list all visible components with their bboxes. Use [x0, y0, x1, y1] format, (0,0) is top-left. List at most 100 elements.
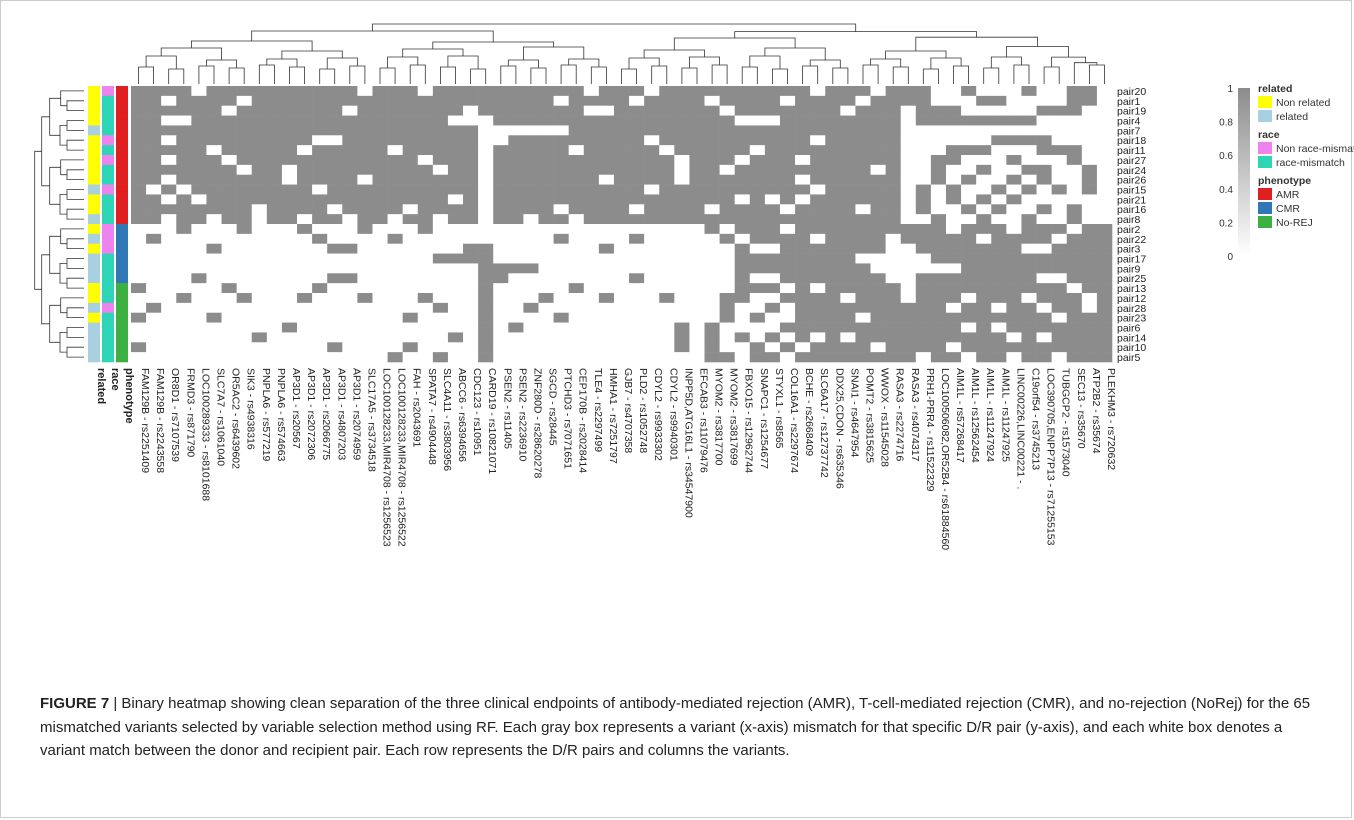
heatmap-cell [206, 125, 222, 136]
heatmap-cell [915, 164, 932, 176]
heatmap-cell [281, 322, 298, 333]
heatmap-cell [1081, 145, 1098, 156]
heatmap-cell [372, 105, 388, 116]
row-label: pair2 [1117, 224, 1141, 236]
heatmap-cell [221, 312, 237, 323]
heatmap-cell [795, 312, 811, 323]
heatmap-cell [176, 145, 192, 156]
heatmap-cell [206, 243, 222, 254]
heatmap-cell [810, 204, 826, 215]
heatmap-cell [493, 332, 509, 343]
heatmap-cell [493, 135, 509, 146]
heatmap-cell [991, 145, 1007, 156]
heatmap-cell [1021, 95, 1037, 107]
heatmap-cell [795, 293, 811, 304]
heatmap-cell [885, 174, 902, 185]
heatmap-cell [312, 342, 328, 353]
dendrogram-branch [66, 189, 84, 200]
heatmap-cell [900, 224, 917, 235]
heatmap-cell [734, 135, 751, 146]
heatmap-cell [206, 224, 222, 235]
heatmap-cell [236, 253, 253, 264]
heatmap-cell [1036, 263, 1052, 274]
heatmap-cell [598, 243, 615, 254]
heatmap-cell [825, 105, 841, 116]
heatmap-cell [855, 263, 871, 274]
heatmap-cell [146, 214, 162, 225]
annotation-cell-related [88, 332, 100, 343]
heatmap-cell [1021, 322, 1037, 333]
heatmap-cell [447, 174, 464, 185]
dendrogram-branch [764, 47, 826, 60]
heatmap-cell [538, 233, 554, 245]
heatmap-cell [976, 273, 992, 284]
heatmap-cell [976, 322, 992, 333]
heatmap-cell [146, 293, 162, 304]
heatmap-cell [161, 233, 177, 245]
heatmap-cell [915, 115, 932, 126]
column-labels: FAM129B - rs2251409 FAM129B - rs2243558 OR… [139, 368, 1117, 550]
heatmap-cell [930, 293, 947, 304]
heatmap-cell [583, 332, 600, 343]
heatmap-cell [327, 224, 343, 235]
heatmap-cell [689, 184, 705, 195]
heatmap-cell [1051, 253, 1068, 264]
heatmap-cell [568, 174, 585, 185]
heatmap-cell [764, 174, 781, 185]
heatmap-cell [598, 263, 615, 274]
heatmap-cell [538, 125, 554, 136]
heatmap-cell [900, 145, 917, 156]
dendrogram-branch [66, 327, 84, 338]
heatmap-cell [1021, 115, 1037, 126]
heatmap-cell [372, 342, 388, 353]
heatmap-cell [719, 263, 735, 274]
heatmap-cell [764, 332, 781, 343]
heatmap-cell [613, 135, 630, 146]
heatmap-cell [161, 253, 177, 264]
heatmap-cell [372, 283, 388, 294]
heatmap-cell [1096, 125, 1113, 136]
heatmap-cell [598, 145, 615, 156]
heatmap-cell [191, 174, 207, 185]
heatmap-cell [1096, 135, 1113, 146]
heatmap-cell [598, 115, 615, 126]
heatmap-cell [764, 253, 781, 264]
heatmap-cell [930, 283, 947, 294]
heatmap-cell [629, 233, 645, 245]
heatmap-cell [523, 273, 539, 284]
heatmap-cell [206, 174, 222, 185]
annotation-cell-related [88, 263, 100, 274]
heatmap-cell [749, 233, 766, 245]
heatmap-cell [795, 283, 811, 294]
heatmap-cell [191, 243, 207, 254]
heatmap-cell [402, 164, 419, 176]
annotation-cell-race [102, 155, 114, 166]
heatmap-cell [930, 243, 947, 254]
heatmap-cell [1021, 302, 1037, 314]
heatmap-cell [463, 332, 479, 343]
heatmap-cell [945, 214, 962, 225]
heatmap-cell [372, 312, 388, 323]
heatmap-cell [523, 115, 539, 126]
column-label: POMT2 - rs3815625 [863, 368, 875, 463]
heatmap-cell [131, 302, 147, 314]
heatmap-cell [840, 253, 856, 264]
heatmap-cell [281, 95, 298, 107]
heatmap-cell [583, 105, 600, 116]
heatmap-cell [1081, 352, 1098, 363]
heatmap-cell [1066, 332, 1083, 343]
heatmap-cell [281, 233, 298, 245]
heatmap-cell [568, 86, 585, 97]
heatmap-cell [930, 214, 947, 225]
heatmap-cell [327, 273, 343, 284]
annotation-cell-related [88, 115, 100, 126]
heatmap-cell [553, 332, 569, 343]
heatmap-cell [885, 283, 902, 294]
heatmap-cell [810, 293, 826, 304]
heatmap-cell [478, 224, 494, 235]
heatmap-cell [553, 204, 569, 215]
heatmap-cell [176, 164, 192, 176]
heatmap-cell [961, 233, 977, 245]
heatmap-cell [312, 273, 328, 284]
heatmap-cell [1036, 105, 1052, 116]
